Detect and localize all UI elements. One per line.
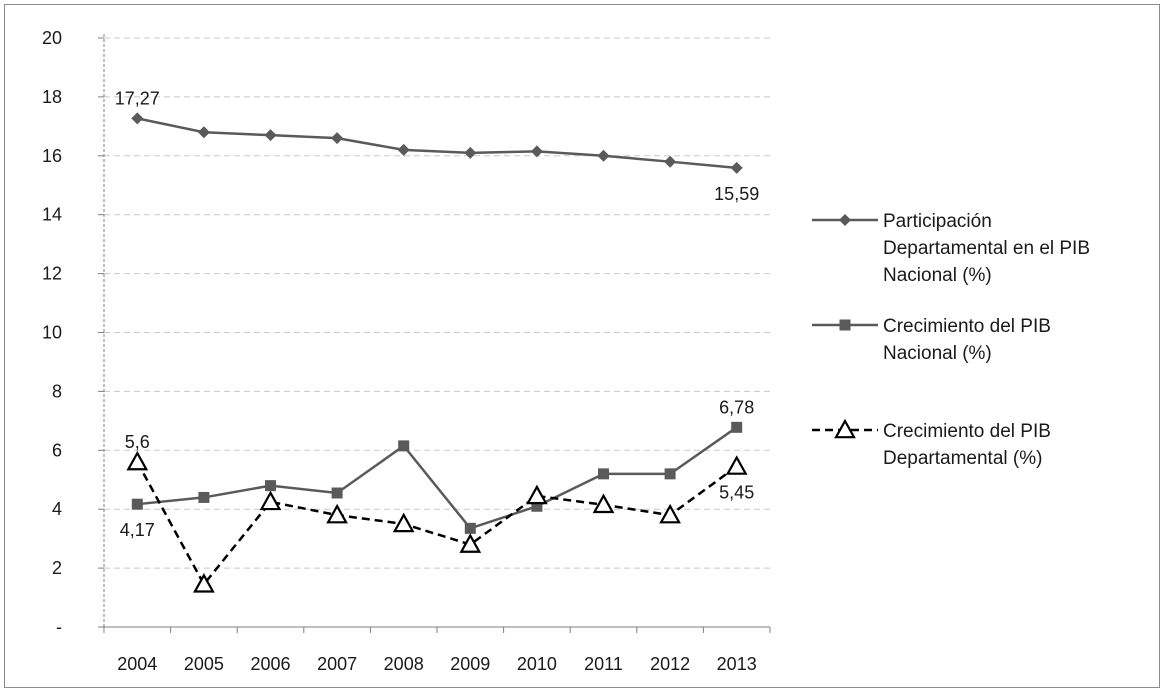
series-line [137, 117, 737, 170]
x-tick-label: 2005 [184, 654, 224, 674]
data-point [397, 143, 410, 156]
data-point [331, 487, 343, 499]
data-point [464, 522, 476, 534]
legend-marker [839, 214, 851, 226]
data-point [730, 161, 743, 174]
series-group [126, 112, 748, 593]
y-tick-label: - [56, 617, 62, 637]
data-point [197, 126, 210, 139]
y-tick-label: 4 [52, 499, 62, 519]
x-tick-label: 2007 [317, 654, 357, 674]
y-tick-label: 20 [42, 28, 62, 48]
legend-label: Crecimiento del PIB Nacional (%) [883, 316, 1051, 364]
x-tick-label: 2012 [650, 654, 690, 674]
series-line [136, 461, 738, 587]
data-point [725, 455, 748, 475]
gridlines [104, 37, 770, 569]
legend-marker [834, 418, 856, 439]
data-point [193, 573, 215, 593]
y-tick-label: 16 [42, 146, 62, 166]
data-point [265, 480, 276, 492]
y-tick-label: 14 [42, 205, 62, 225]
axes [103, 34, 770, 628]
data-point [659, 503, 681, 524]
series-line [137, 426, 738, 530]
x-tick-label: 2004 [117, 654, 157, 674]
data-point [264, 129, 277, 142]
data-labels: 17,27 15,59 4,17 6,78 5,6 5,45 [115, 88, 759, 540]
y-tick-label: 10 [42, 323, 62, 343]
data-label: 5,45 [719, 482, 754, 502]
data-point [664, 468, 676, 480]
x-axis-ticks: 2004 2005 2006 2007 2008 2009 2010 2011 2012 2013 [103, 627, 771, 674]
data-label: 15,59 [714, 184, 759, 204]
y-tick-label: 18 [42, 87, 62, 107]
x-tick-label: 2009 [450, 654, 490, 674]
data-point [131, 498, 143, 510]
data-point [198, 491, 210, 503]
data-point [259, 490, 282, 511]
legend-item: Crecimiento del PIB Nacional (%) [812, 316, 1051, 364]
data-point [530, 145, 543, 158]
legend-item: Crecimiento del PIB Departamental (%) [812, 418, 1051, 469]
data-label: 17,27 [115, 88, 160, 108]
y-tick-label: 8 [52, 381, 62, 401]
series-2 [131, 421, 743, 534]
y-tick-label: 6 [52, 440, 62, 460]
data-point [331, 132, 344, 145]
y-tick-label: 12 [42, 264, 62, 284]
data-point [526, 484, 548, 505]
data-label: 5,6 [125, 432, 150, 452]
x-tick-label: 2013 [717, 654, 757, 674]
legend-marker [839, 319, 851, 331]
legend-item: Participación Departamental en el PIB Naci… [812, 211, 1090, 286]
data-point [597, 149, 610, 162]
legend-label: Participación Departamental en el PIB Naci… [883, 211, 1090, 286]
x-tick-label: 2011 [584, 654, 623, 674]
data-label: 6,78 [719, 397, 754, 417]
data-point [598, 468, 609, 480]
data-point [464, 146, 477, 159]
data-point [398, 440, 410, 452]
y-axis-ticks: - 2 4 6 8 10 12 14 16 18 20 [42, 28, 104, 637]
legend: Participación Departamental en el PIB Naci… [812, 211, 1090, 469]
x-tick-label: 2010 [517, 654, 557, 674]
series-3 [126, 450, 748, 593]
chart-frame [4, 4, 1160, 688]
y-tick-label: 2 [52, 558, 62, 578]
data-point [131, 112, 144, 125]
data-point [326, 503, 348, 524]
data-point [531, 500, 543, 512]
x-tick-label: 2006 [250, 654, 290, 674]
series-1 [131, 112, 743, 174]
data-label: 4,17 [120, 520, 155, 540]
data-point [731, 421, 743, 433]
data-point [126, 450, 149, 471]
data-point [664, 155, 677, 168]
data-point [459, 533, 482, 553]
data-point [392, 512, 415, 533]
legend-label: Crecimiento del PIB Departamental (%) [883, 421, 1051, 469]
data-point [592, 493, 615, 514]
x-tick-label: 2008 [384, 654, 424, 674]
